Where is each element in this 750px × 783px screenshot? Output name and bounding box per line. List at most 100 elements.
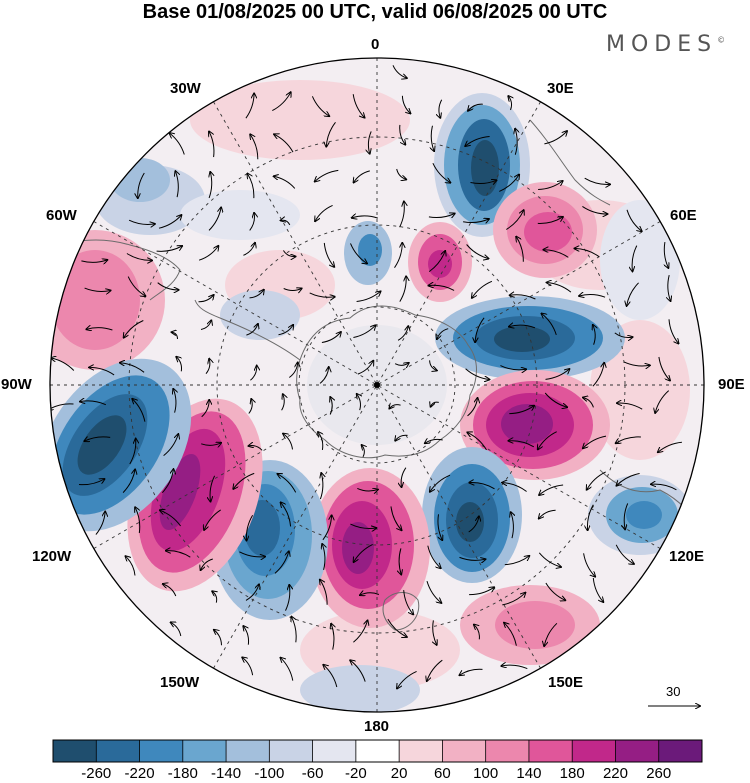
wind-arrow [468,103,483,111]
wind-arrow [510,295,536,300]
lon-label-180: 180 [364,718,390,735]
wind-arrow [354,543,373,562]
wind-arrow [433,620,437,644]
wind-arrow [392,65,407,78]
modes-logo-mark: © [717,35,726,45]
wind-arrow [544,392,567,407]
wind-arrow [465,136,490,147]
wind-arrow [278,474,297,493]
new-zealand-coastline [382,592,420,631]
colorbar-tick-label: 260 [646,765,672,782]
wind-arrow [428,214,455,218]
wind-arrow [311,96,329,116]
wind-arrow [285,585,290,611]
wind-arrow [357,488,378,491]
anomaly-pink-15e [428,250,452,278]
wind-arrow [272,92,290,112]
colorbar-border [52,739,703,763]
wind-arrow [210,475,216,502]
wind-arrow [126,253,152,261]
wind-arrow [504,623,517,646]
wind-arrow [538,552,561,567]
wind-arrow [322,515,332,541]
colorbar-swatch [226,740,270,762]
wind-arrow [353,621,367,643]
wind-arrow [431,125,434,151]
wind-arrow [201,400,210,418]
lon-label-60e: 60E [670,207,697,224]
wind-arrow [474,625,480,640]
wind-arrow [84,287,111,291]
wind-arrow [331,624,334,650]
wind-arrow [51,358,75,371]
latitude-circle [298,306,456,464]
colorbar-tick-label: -220 [124,765,155,782]
wind-arrow [544,250,569,258]
wind-arrow [403,590,414,614]
wind-arrow [354,170,370,183]
wind-arrow [158,215,181,229]
modes-logo: MODES© [606,32,725,57]
wind-arrow [502,593,525,606]
wind-arrow [579,295,606,298]
wind-arrow [209,132,215,158]
wind-arrow [587,471,606,490]
wind-arrow [396,168,407,179]
wind-arrow [122,470,135,493]
colorbar-swatch [53,740,97,762]
wind-arrow [651,484,677,491]
wind-arrow [214,630,222,646]
south-pole-marker [374,382,380,388]
wind-arrow [538,181,563,190]
map-boundary [49,57,705,713]
wind-arrow [132,399,146,422]
anomaly-blue-5w [358,234,382,266]
colorbar-tick-label: 60 [434,765,451,782]
wind-arrow [128,219,155,224]
lon-label-150w: 150W [160,674,200,691]
wind-arrow [429,360,437,370]
wind-arrow [171,622,182,637]
wind-arrow [89,367,115,376]
wind-arrow [175,171,178,198]
wind-arrow [326,121,336,146]
colorbar-tick-label: 140 [516,765,542,782]
wind-arrow [500,365,526,370]
wind-arrow [583,398,594,408]
wind-arrow [545,582,565,600]
wind-arrow [584,177,610,184]
latitude-circle [216,224,538,546]
wind-arrow [78,479,104,486]
wind-arrow [509,325,536,328]
wind-arrow [173,389,176,413]
anomaly-patch [180,190,300,240]
wind-arrow [509,406,534,415]
wind-arrow [658,441,682,452]
wind-arrow [323,665,338,688]
colorbar-swatch [485,740,529,762]
colorbar-swatch [182,740,227,762]
wind-arrow [472,280,493,298]
wind-arrow [281,220,291,226]
colorbar-tick-label: -140 [211,765,242,782]
anomaly-blue-100w [77,415,127,475]
wind-arrow [395,434,408,440]
wind-arrow [502,483,527,492]
wind-arrow [198,295,214,303]
colorbar-swatch [658,740,702,762]
wind-arrow [157,282,179,290]
wind-arrow [397,670,417,688]
wind-arrow [627,282,639,306]
colorbar-tick-label: 220 [602,765,628,782]
wind-arrow [389,405,401,409]
wind-vectors [50,65,682,688]
wind-arrow [249,446,263,451]
wind-arrow [246,324,258,336]
wind-arrow [352,216,378,218]
colorbar-swatch [139,740,183,762]
map-disk [50,58,704,712]
wind-arrow [163,434,179,456]
wind-arrow [431,402,439,407]
wind-arrow [438,514,442,540]
wind-arrow [399,276,406,302]
